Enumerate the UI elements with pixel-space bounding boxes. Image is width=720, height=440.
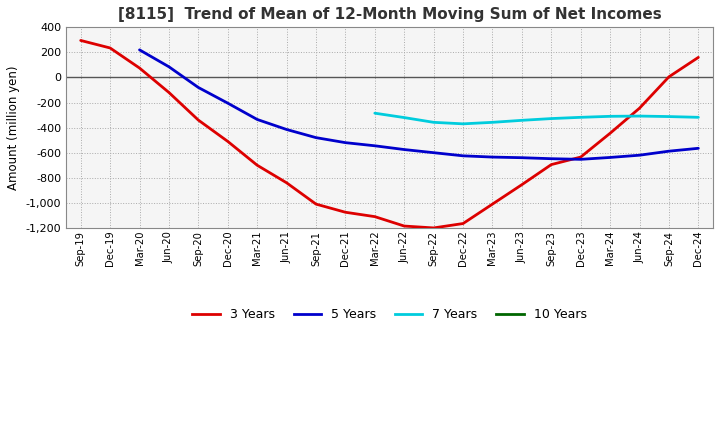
Y-axis label: Amount (million yen): Amount (million yen)	[7, 66, 20, 190]
Title: [8115]  Trend of Mean of 12-Month Moving Sum of Net Incomes: [8115] Trend of Mean of 12-Month Moving …	[117, 7, 662, 22]
Legend: 3 Years, 5 Years, 7 Years, 10 Years: 3 Years, 5 Years, 7 Years, 10 Years	[187, 303, 592, 326]
